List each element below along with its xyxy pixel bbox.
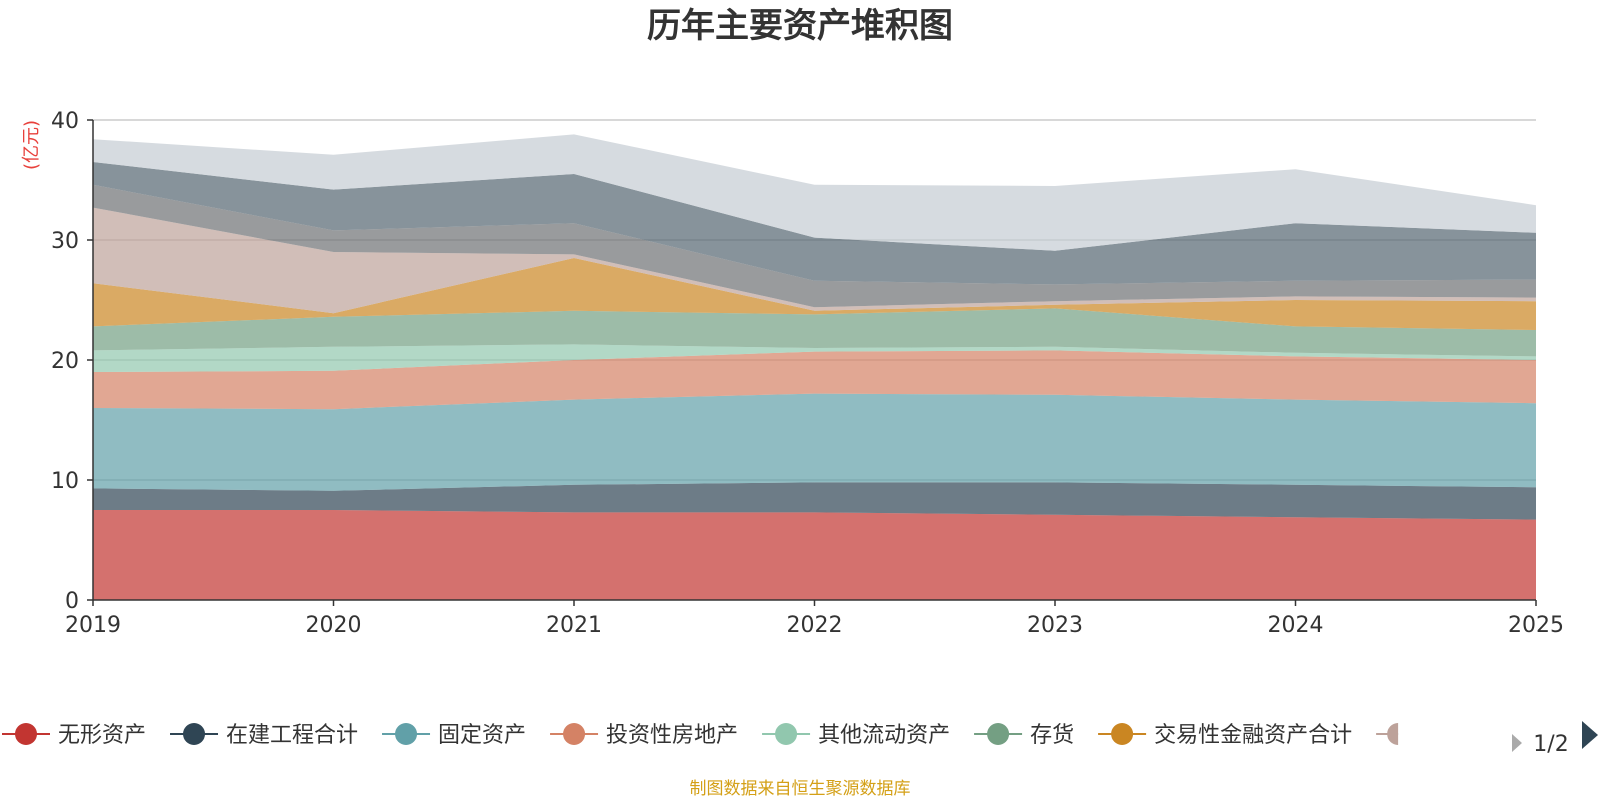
y-tick-label-20: 20: [51, 349, 79, 374]
y-axis-unit-label: (亿元): [21, 120, 42, 170]
legend-prev-page-icon[interactable]: [1512, 734, 1522, 752]
area-series-3: [93, 350, 1536, 410]
area-series-5: [93, 308, 1536, 357]
legend-label-2: 固定资产: [438, 723, 526, 748]
axes: 0 10 20 30 40 2019 2020 2021 2022 2023 2024 2025: [51, 109, 1564, 638]
chart-title: 历年主要资产堆积图: [647, 6, 953, 46]
legend-marker-3: [563, 723, 586, 745]
y-tick-label-30: 30: [51, 229, 79, 254]
x-tick-label-2025: 2025: [1508, 613, 1564, 638]
y-tick-label-40: 40: [51, 109, 79, 134]
legend-marker-1: [183, 723, 206, 745]
area-series-4: [93, 344, 1536, 372]
area-series-layer: [93, 134, 1536, 600]
legend-item-3[interactable]: 投资性房地产: [550, 723, 738, 748]
legend-label-1: 在建工程合计: [226, 723, 358, 748]
x-tick-label-2022: 2022: [787, 613, 843, 638]
legend-marker-0: [15, 723, 37, 745]
legend-page-indicator: 1/2: [1533, 732, 1568, 757]
x-tick-label-2019: 2019: [65, 613, 121, 638]
legend-marker-4: [775, 723, 798, 745]
y-tick-label-0: 0: [65, 589, 79, 614]
legend-marker-partial: [1387, 723, 1409, 745]
legend-marker-5: [987, 723, 1010, 745]
x-tick-label-2021: 2021: [546, 613, 602, 638]
legend-item-5[interactable]: 存货: [974, 723, 1074, 748]
legend-item-partial: [1376, 723, 1409, 745]
y-tick-label-10: 10: [51, 469, 79, 494]
legend-label-0: 无形资产: [58, 723, 146, 748]
legend: 无形资产 在建工程合计 固定资产 投资性房地产 其他流动资产 存货 交易性金融资产合计: [2, 723, 1409, 748]
legend-marker-6: [1111, 723, 1134, 745]
legend-next-page-icon[interactable]: [1582, 721, 1598, 749]
legend-label-6: 交易性金融资产合计: [1154, 723, 1352, 748]
area-series-0: [93, 510, 1536, 600]
area-series-10: [93, 134, 1536, 251]
area-series-6: [93, 258, 1536, 330]
legend-label-3: 投资性房地产: [606, 723, 738, 748]
area-series-9: [93, 162, 1536, 285]
x-tick-label-2023: 2023: [1027, 613, 1083, 638]
legend-item-4[interactable]: 其他流动资产: [762, 723, 950, 748]
legend-item-0[interactable]: 无形资产: [2, 723, 146, 748]
x-tick-label-2020: 2020: [306, 613, 362, 638]
legend-item-1[interactable]: 在建工程合计: [170, 723, 358, 748]
x-tick-label-2024: 2024: [1268, 613, 1324, 638]
legend-label-5: 存货: [1030, 723, 1074, 748]
legend-marker-2: [395, 723, 418, 745]
legend-pager: 1/2: [1512, 721, 1598, 757]
area-series-8: [93, 184, 1536, 308]
area-series-7: [93, 207, 1536, 314]
legend-label-4: 其他流动资产: [818, 723, 950, 748]
area-series-1: [93, 482, 1536, 520]
area-series-2: [93, 393, 1536, 491]
legend-item-2[interactable]: 固定资产: [382, 723, 526, 748]
data-source-note: 制图数据来自恒生聚源数据库: [690, 779, 911, 799]
legend-item-6[interactable]: 交易性金融资产合计: [1098, 723, 1352, 748]
